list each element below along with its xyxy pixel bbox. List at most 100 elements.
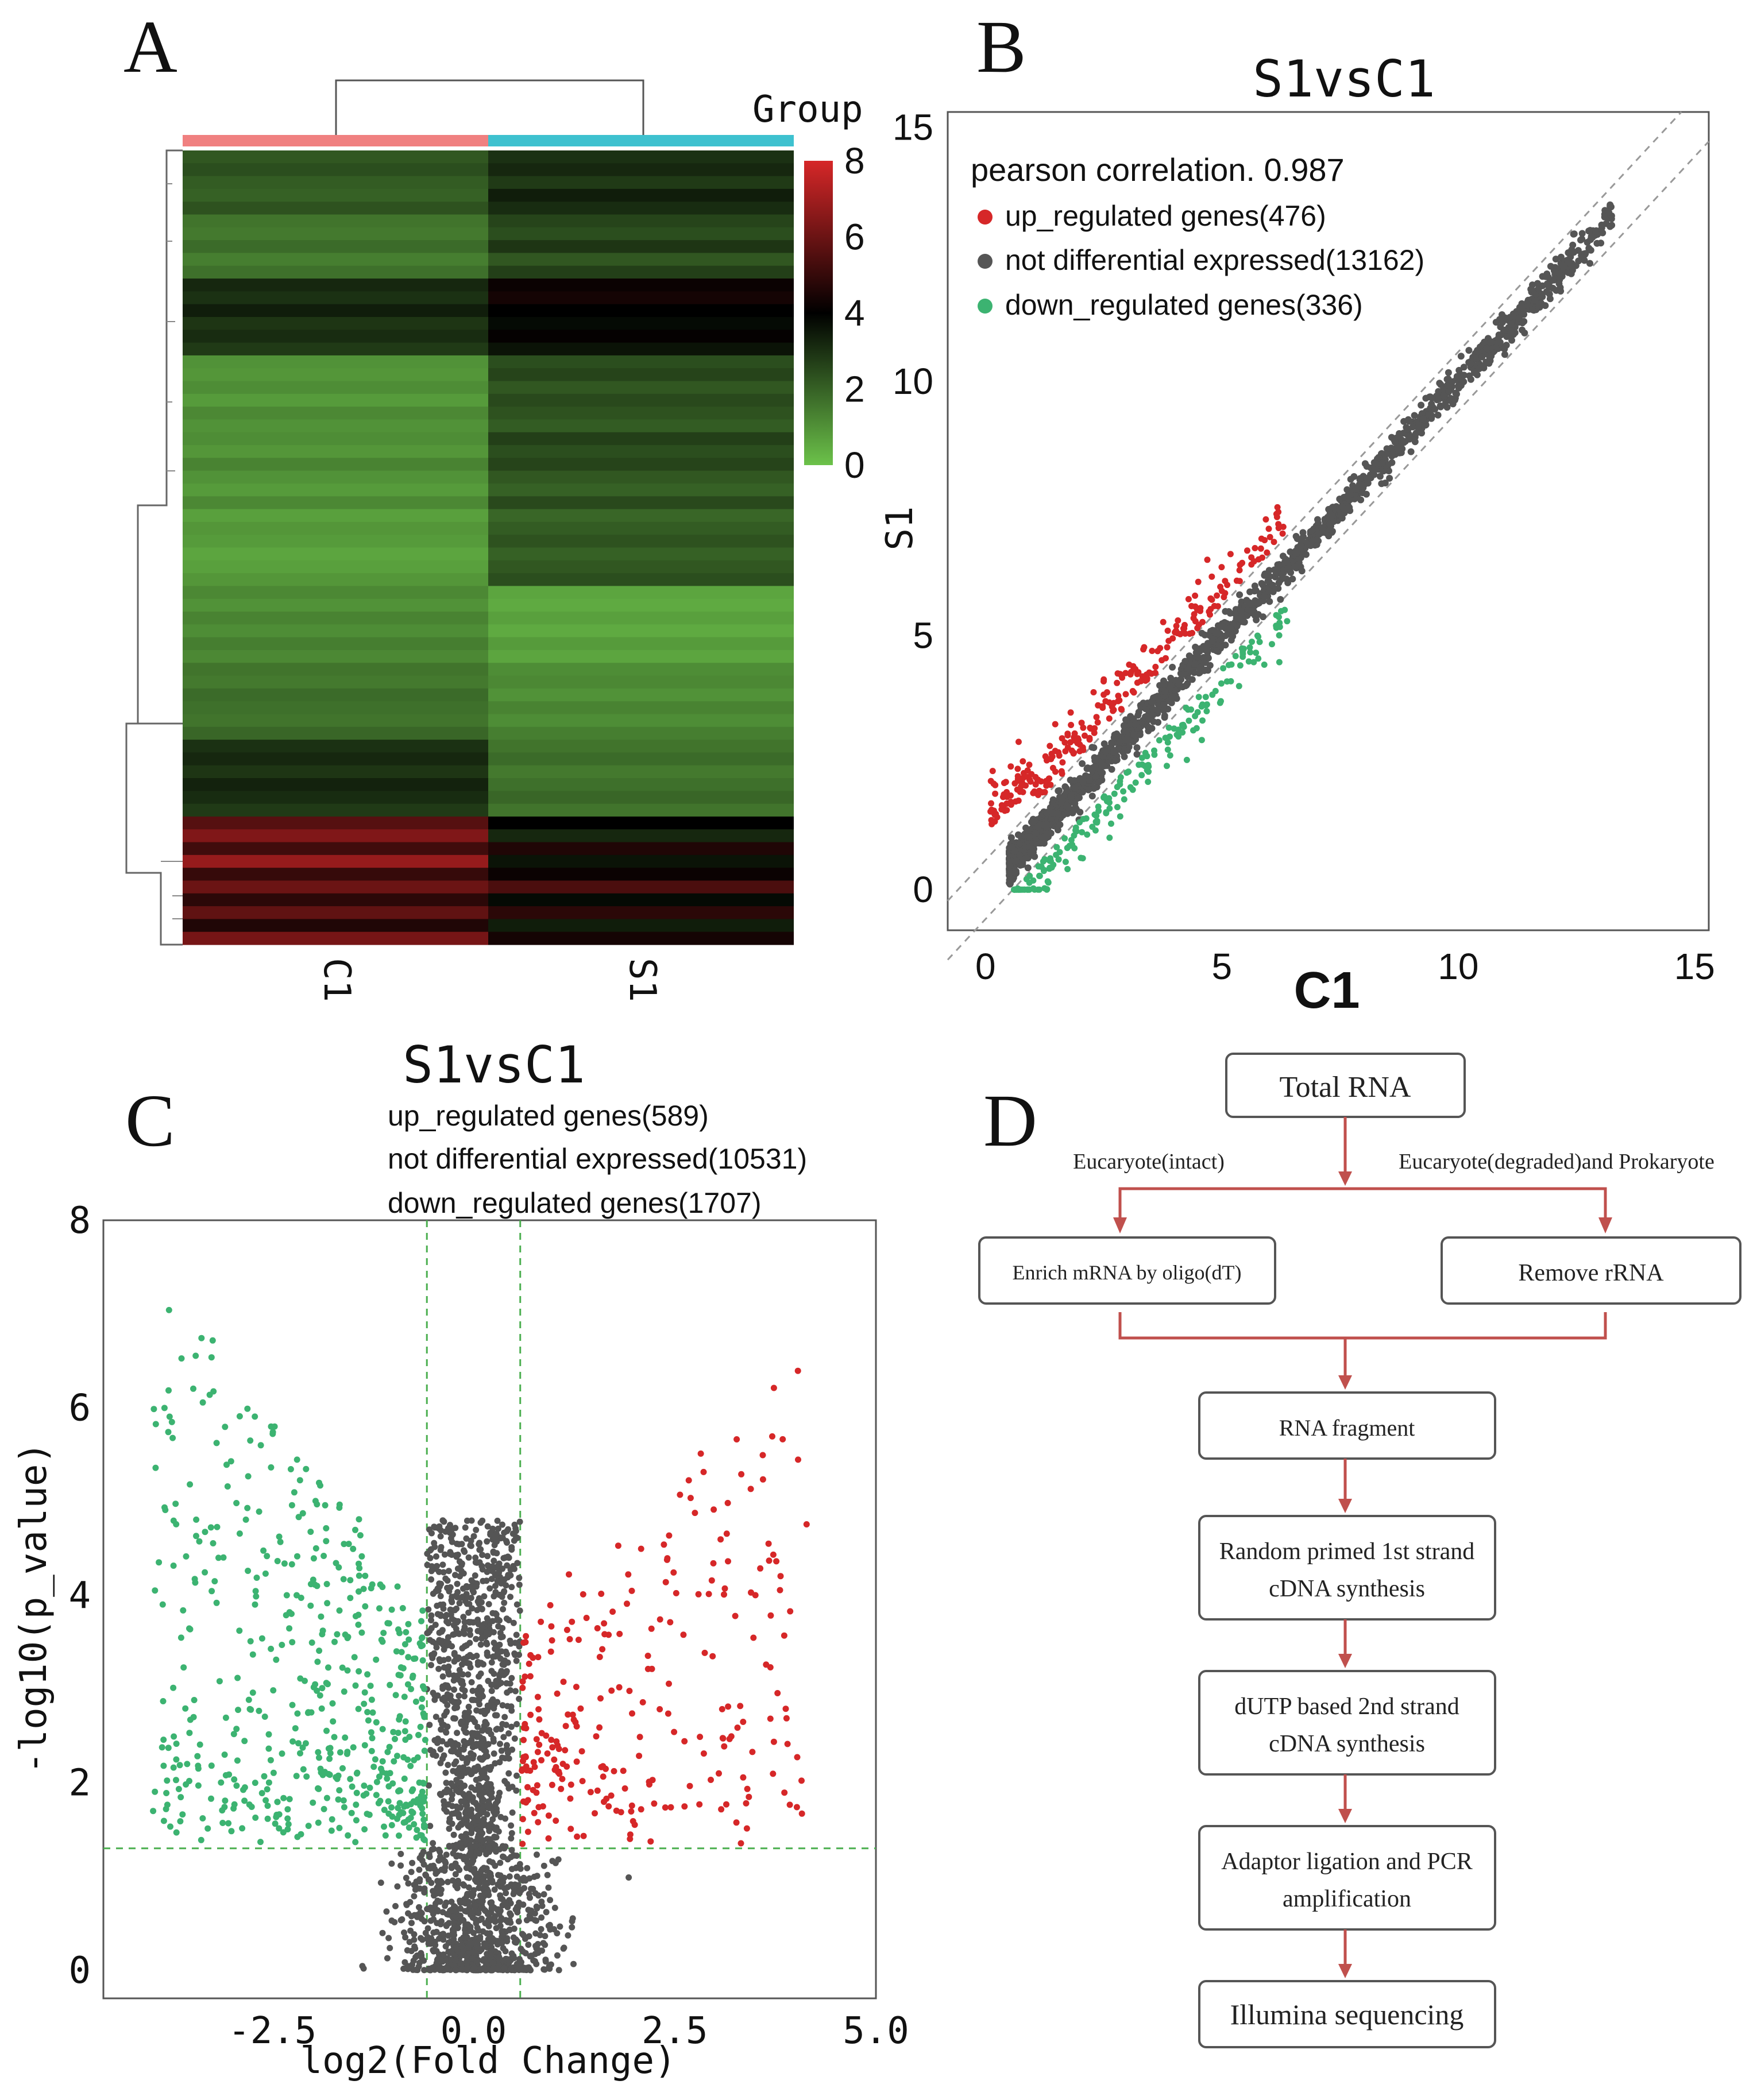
point-up-regulated	[720, 1735, 727, 1742]
point-down-regulated	[348, 1809, 355, 1816]
point-not-differential	[407, 1898, 414, 1905]
point-not-differential	[486, 1585, 493, 1592]
point-down-regulated	[177, 1794, 184, 1801]
point-not-differential	[441, 1712, 448, 1719]
point-not-differential	[445, 1663, 452, 1670]
point-not-differential	[468, 1848, 474, 1855]
point-up-regulated	[575, 1637, 582, 1643]
point-down-regulated	[261, 1773, 268, 1780]
point-down-regulated	[407, 1815, 414, 1821]
point-up-regulated	[519, 1684, 526, 1691]
point-not-differential	[500, 1734, 507, 1741]
point-up-regulated	[638, 1806, 644, 1813]
point-down-regulated	[288, 1561, 295, 1568]
point-not-differential	[444, 1723, 451, 1730]
point-down-regulated	[349, 1783, 356, 1790]
point-not-differential	[479, 1552, 486, 1558]
point-not-differential	[527, 1894, 533, 1901]
point-not-differential	[490, 1653, 496, 1660]
point-down-regulated	[381, 1807, 388, 1813]
point-down-regulated	[1092, 827, 1099, 834]
point-up-regulated	[549, 1744, 556, 1751]
point-up-regulated	[545, 1812, 552, 1819]
point-not-differential	[498, 1580, 504, 1587]
point-down-regulated	[1193, 725, 1200, 732]
point-up-regulated	[719, 1705, 725, 1712]
point-not-differential	[1543, 288, 1550, 295]
point-not-differential	[458, 1833, 465, 1840]
point-up-regulated	[567, 1795, 574, 1802]
point-down-regulated	[170, 1563, 177, 1569]
point-up-regulated	[535, 1654, 542, 1661]
point-up-regulated	[1059, 735, 1065, 742]
point-up-regulated	[666, 1680, 672, 1687]
point-up-regulated	[737, 1703, 744, 1710]
point-up-regulated	[549, 1781, 555, 1788]
point-down-regulated	[274, 1799, 281, 1805]
point-not-differential	[454, 1864, 461, 1871]
point-not-differential	[507, 1910, 513, 1917]
point-not-differential	[1238, 613, 1245, 620]
point-down-regulated	[396, 1832, 402, 1839]
point-not-differential	[508, 1830, 515, 1836]
scatter-legend: up_regulated genes(476) not differential…	[978, 200, 1424, 321]
point-down-regulated	[234, 1674, 241, 1681]
point-not-differential	[451, 1686, 457, 1693]
point-not-differential	[1072, 784, 1079, 792]
point-up-regulated	[998, 802, 1005, 809]
point-up-regulated	[629, 1710, 635, 1717]
point-down-regulated	[376, 1605, 383, 1612]
point-down-regulated	[1269, 641, 1275, 648]
point-up-regulated	[1160, 618, 1167, 625]
flow-enrich: Enrich mRNA by oligo(dT)	[1013, 1261, 1242, 1284]
point-not-differential	[495, 1525, 501, 1532]
point-not-differential	[1222, 608, 1229, 615]
point-up-regulated	[1014, 765, 1021, 772]
point-up-regulated	[1103, 689, 1110, 696]
point-up-regulated	[990, 780, 997, 787]
point-not-differential	[494, 1798, 501, 1805]
point-down-regulated	[319, 1631, 326, 1638]
point-up-regulated	[1127, 671, 1134, 678]
point-down-regulated	[326, 1755, 333, 1762]
point-not-differential	[465, 1703, 472, 1710]
heatmap-cell	[183, 330, 488, 343]
scatter-xtick-label: 0	[975, 946, 996, 987]
point-not-differential	[439, 1673, 446, 1680]
point-not-differential	[443, 1808, 450, 1815]
point-not-differential	[1233, 614, 1240, 622]
point-up-regulated	[538, 1618, 545, 1625]
point-up-regulated	[1003, 789, 1010, 795]
heatmap-cell	[183, 560, 488, 574]
point-down-regulated	[228, 1828, 235, 1835]
point-not-differential	[445, 1568, 452, 1575]
point-down-regulated	[368, 1747, 375, 1754]
point-not-differential	[513, 1657, 520, 1664]
point-down-regulated	[209, 1337, 216, 1344]
point-not-differential	[450, 1932, 457, 1939]
point-not-differential	[438, 1628, 445, 1635]
point-not-differential	[454, 1552, 461, 1558]
point-up-regulated	[1214, 592, 1221, 599]
point-not-differential	[1148, 725, 1156, 732]
point-not-differential	[1298, 537, 1305, 544]
flow-box-first-strand	[1198, 1515, 1496, 1621]
point-down-regulated	[385, 1810, 392, 1817]
flow-box-fragment	[1198, 1391, 1496, 1460]
point-not-differential	[463, 1660, 470, 1666]
point-down-regulated	[403, 1629, 410, 1635]
point-not-differential	[1496, 339, 1504, 346]
point-down-regulated	[341, 1541, 347, 1548]
point-not-differential	[1024, 864, 1032, 872]
point-down-regulated	[220, 1554, 227, 1561]
point-up-regulated	[723, 1530, 730, 1537]
point-up-regulated	[1068, 747, 1075, 754]
point-down-regulated	[291, 1489, 298, 1496]
point-up-regulated	[798, 1777, 805, 1784]
point-down-regulated	[256, 1508, 262, 1515]
point-up-regulated	[1271, 539, 1277, 546]
point-not-differential	[416, 1855, 423, 1862]
heatmap-cell	[488, 316, 794, 330]
point-not-differential	[499, 1720, 506, 1727]
point-up-regulated	[535, 1706, 542, 1713]
